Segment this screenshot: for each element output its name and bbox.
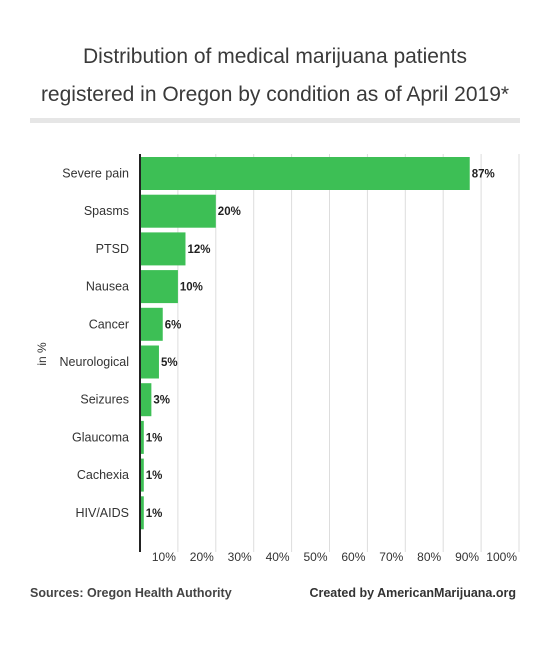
title-divider xyxy=(30,118,520,123)
value-label-1: 87% xyxy=(472,169,495,181)
x-tick-label-10: 10% xyxy=(152,550,176,564)
value-label-10: 1% xyxy=(146,508,163,520)
x-tick-label-100: 100% xyxy=(486,550,517,564)
x-tick-label-70: 70% xyxy=(379,550,403,564)
value-label-7: 3% xyxy=(153,395,170,407)
category-label-8: Glaucoma xyxy=(72,430,129,444)
bar-4 xyxy=(140,270,178,304)
chart-title-line-2: registered in Oregon by condition as of … xyxy=(40,83,510,106)
value-label-8: 1% xyxy=(146,432,163,444)
bar-6 xyxy=(140,345,159,379)
category-label-9: Cachexia xyxy=(77,468,129,482)
x-tick-label-20: 20% xyxy=(190,550,214,564)
category-label-5: Cancer xyxy=(89,317,129,331)
value-label-2: 20% xyxy=(218,206,241,218)
category-label-2: Spasms xyxy=(84,204,129,218)
category-label-7: Seizures xyxy=(80,393,129,407)
x-tick-label-80: 80% xyxy=(417,550,441,564)
x-tick-label-60: 60% xyxy=(341,550,365,564)
chart-title: Distribution of medical marijuana patien… xyxy=(0,38,550,114)
bar-1 xyxy=(140,157,470,190)
value-label-9: 1% xyxy=(146,470,163,482)
bar-5 xyxy=(140,307,163,341)
chart-title-line-1: Distribution of medical marijuana patien… xyxy=(82,45,468,68)
value-label-4: 10% xyxy=(180,282,203,294)
sources-note: Sources: Oregon Health Authority xyxy=(30,586,232,600)
category-label-10: HIV/AIDS xyxy=(76,506,130,520)
credit-note: Created by AmericanMarijuana.org xyxy=(309,586,516,600)
category-label-1: Severe pain xyxy=(62,167,129,181)
x-tick-label-40: 40% xyxy=(266,550,290,564)
bar-8 xyxy=(140,420,144,454)
x-tick-label-90: 90% xyxy=(455,550,479,564)
category-label-4: Nausea xyxy=(86,280,129,294)
bar-chart: Severe pain 87% Spasms 20% PTSD 12% Nausea 10% C… xyxy=(35,154,520,564)
bar-7 xyxy=(140,383,152,417)
y-axis-label: in % xyxy=(35,342,49,366)
bar-10 xyxy=(140,496,144,530)
value-label-5: 6% xyxy=(165,319,182,331)
bar-9 xyxy=(140,458,144,492)
value-label-3: 12% xyxy=(187,244,210,256)
value-label-6: 5% xyxy=(161,357,178,369)
x-tick-label-50: 50% xyxy=(303,550,327,564)
bar-3 xyxy=(140,232,186,266)
x-tick-label-30: 30% xyxy=(228,550,252,564)
bar-2 xyxy=(140,194,216,228)
category-label-6: Neurological xyxy=(60,355,129,369)
category-label-3: PTSD xyxy=(96,242,129,256)
